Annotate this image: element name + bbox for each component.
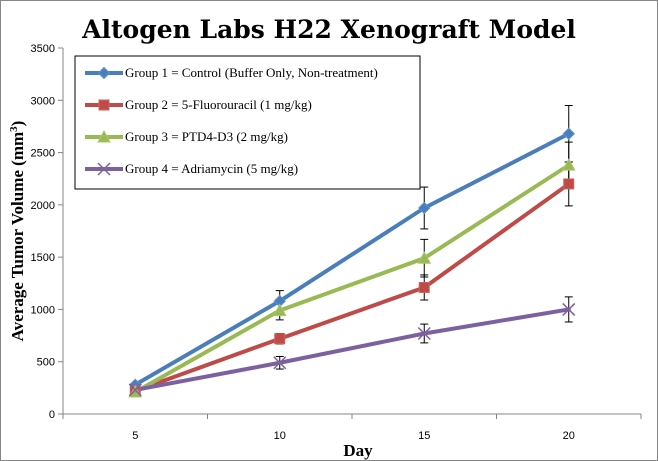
data-point-marker bbox=[97, 162, 111, 176]
x-axis-title: Day bbox=[343, 441, 373, 460]
legend-item-group-1: Group 1 = Control (Buffer Only, Non-trea… bbox=[85, 65, 378, 80]
y-tick-labels: 0 500 1000 1500 2000 2500 3000 3500 bbox=[31, 43, 55, 421]
data-point-marker bbox=[128, 383, 142, 397]
data-point-marker bbox=[272, 303, 287, 316]
y-tick-label: 2000 bbox=[31, 200, 55, 212]
data-point-marker bbox=[418, 281, 430, 293]
y-tick-label: 500 bbox=[37, 357, 55, 369]
legend-label: Group 1 = Control (Buffer Only, Non-trea… bbox=[125, 65, 378, 80]
x-tick-label: 15 bbox=[418, 430, 430, 442]
data-point-marker bbox=[97, 129, 111, 143]
legend: Group 1 = Control (Buffer Only, Non-trea… bbox=[74, 55, 421, 190]
data-point-marker bbox=[418, 201, 431, 215]
data-point-marker bbox=[562, 302, 576, 316]
legend-item-group-4: Group 4 = Adriamycin (5 mg/kg) bbox=[85, 161, 298, 176]
series-markers bbox=[128, 127, 576, 398]
marker-stroke bbox=[128, 383, 142, 397]
y-tick-label: 3000 bbox=[31, 95, 55, 107]
series-line-group-4 bbox=[133, 307, 571, 392]
y-axis-title-sup: 3 bbox=[8, 126, 20, 132]
data-point-marker bbox=[561, 158, 576, 171]
data-point-marker bbox=[273, 356, 287, 370]
x-tick-label: 10 bbox=[274, 430, 286, 442]
y-tick-label: 3500 bbox=[31, 43, 55, 55]
data-point-marker bbox=[274, 333, 286, 345]
y-axis-title-close: ) bbox=[8, 121, 27, 127]
y-tick-label: 0 bbox=[49, 409, 55, 421]
x-tick-label: 5 bbox=[132, 430, 138, 442]
marker-stroke bbox=[97, 162, 111, 176]
y-tick-label: 2500 bbox=[31, 148, 55, 160]
series-line-group-3 bbox=[133, 163, 571, 395]
legend-label: Group 3 = PTD4-D3 (2 mg/kg) bbox=[125, 129, 288, 144]
data-point-marker bbox=[97, 66, 111, 80]
data-point-marker bbox=[563, 178, 575, 190]
y-axis-title: Average Tumor Volume (mm3) bbox=[8, 121, 27, 342]
legend-item-group-2: Group 2 = 5-Fluorouracil (1 mg/kg) bbox=[85, 97, 312, 112]
x-tick-label: 20 bbox=[563, 430, 575, 442]
chart-title: Altogen Labs H22 Xenograft Model bbox=[81, 15, 576, 44]
axes bbox=[58, 47, 642, 419]
marker-stroke bbox=[562, 302, 576, 316]
marker-stroke bbox=[417, 326, 431, 341]
data-point-marker bbox=[417, 251, 432, 264]
data-point-marker bbox=[562, 127, 575, 140]
series-lines bbox=[133, 131, 571, 395]
y-tick-label: 1000 bbox=[31, 304, 55, 316]
series-line-group-2 bbox=[133, 181, 571, 393]
legend-item-group-3: Group 3 = PTD4-D3 (2 mg/kg) bbox=[85, 129, 288, 144]
data-point-marker bbox=[128, 384, 143, 398]
marker-stroke bbox=[273, 356, 287, 370]
x-tick-labels: 5 10 15 20 bbox=[132, 430, 575, 442]
legend-label: Group 4 = Adriamycin (5 mg/kg) bbox=[125, 161, 298, 176]
y-tick-label: 1500 bbox=[31, 252, 55, 264]
data-point-marker bbox=[417, 326, 431, 341]
series-line-group-1 bbox=[133, 131, 571, 387]
data-point-marker bbox=[98, 99, 110, 111]
legend-label: Group 2 = 5-Fluorouracil (1 mg/kg) bbox=[125, 97, 312, 112]
y-axis-title-main: Average Tumor Volume (mm bbox=[8, 132, 27, 342]
legend-box bbox=[74, 55, 421, 190]
